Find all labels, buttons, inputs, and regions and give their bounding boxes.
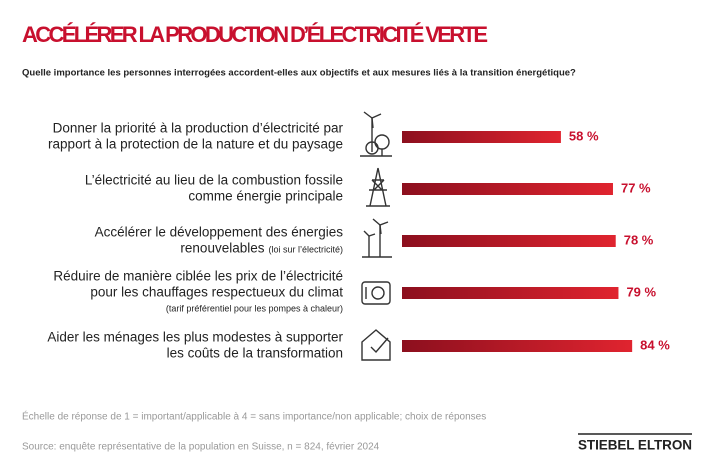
category-label: renouvelables [180,241,264,256]
bar [402,235,616,247]
bar [402,131,561,143]
category-note: (loi sur l’électricité) [268,244,343,254]
icons [360,111,392,361]
bar [402,183,613,195]
category-label: comme énergie principale [188,189,343,204]
bar [402,287,619,299]
category-label: Réduire de manière ciblée les prix de l’… [53,269,343,284]
category-note: (tarif préférentiel pour les pompes à ch… [166,303,343,313]
category-label: rapport à la protection de la nature et … [48,137,343,152]
category-label: L’électricité au lieu de la combustion f… [85,173,343,188]
category-label: les coûts de la transformation [167,346,343,361]
category-label: Aider les ménages les plus modestes à su… [47,330,343,345]
chart-title: ACCÉLÉRER LA PRODUCTION D’ÉLECTRICITÉ VE… [22,22,488,47]
category-label: Donner la priorité à la production d’éle… [53,121,344,136]
category-label: pour les chauffages respectueux du clima… [90,285,343,300]
footnote: Échelle de réponse de 1 = important/appl… [22,410,486,423]
bar [402,340,633,352]
subtitle: Quelle importance les personnes interrog… [22,68,576,79]
value-label: 79 % [626,284,656,299]
value-label: 77 % [621,180,651,195]
value-label: 84 % [640,337,670,352]
source: Source: enquête représentative de la pop… [22,442,380,453]
value-label: 78 % [624,232,654,247]
category-label: Accélérer le développement des énergies [95,225,344,240]
logo: STIEBEL ELTRON [578,438,692,453]
value-label: 58 % [569,128,599,143]
